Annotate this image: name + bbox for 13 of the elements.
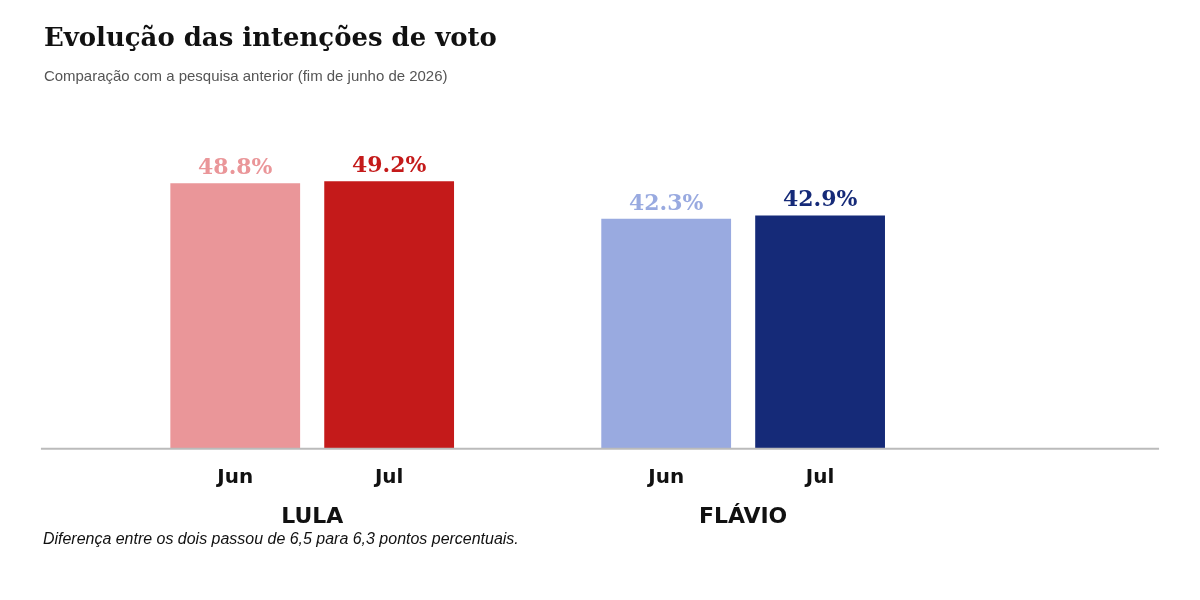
x-tick-label: Jun xyxy=(215,463,254,488)
data-label: 42.3% xyxy=(629,188,704,215)
data-label: 49.2% xyxy=(351,151,427,178)
data-label: 42.9% xyxy=(782,185,858,212)
text: FLÁVIO xyxy=(698,502,788,528)
x-tick-label: Jul xyxy=(803,463,835,488)
x-tick-label: Jul xyxy=(372,463,404,488)
x-tick-label: Jun xyxy=(646,463,685,488)
chart-title: Evolução das intenções de voto xyxy=(43,22,497,53)
chart-subtitle: Comparação com a pesquisa anterior (fim de junho de 2026) xyxy=(43,67,448,85)
data-label: 48.8% xyxy=(198,153,273,180)
text: LULA xyxy=(281,502,344,528)
text: Diferença entre os dois passou de 6,5 para 6,3 pontos percentuais. xyxy=(42,529,519,547)
